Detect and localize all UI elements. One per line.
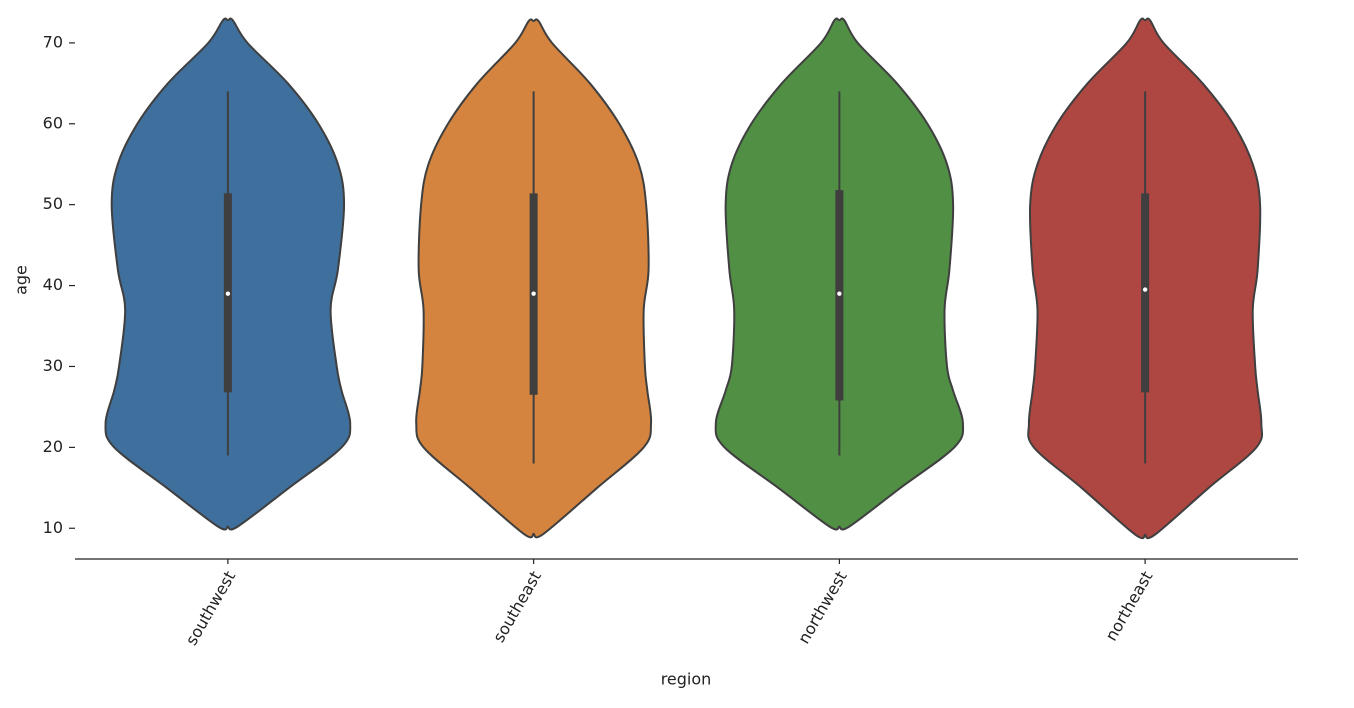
y-tick-label: 10 <box>43 518 63 537</box>
x-tick-label: northwest <box>794 568 851 647</box>
y-tick-label: 60 <box>43 113 63 132</box>
y-tick-label: 40 <box>43 275 63 294</box>
x-axis-label: region <box>661 670 712 689</box>
x-tick-label: southeast <box>489 568 545 646</box>
median <box>1142 287 1148 292</box>
median <box>531 291 536 296</box>
median <box>225 291 231 296</box>
y-tick-label: 30 <box>43 356 63 375</box>
y-axis-label: age <box>12 265 31 295</box>
y-tick-label: 70 <box>43 32 63 51</box>
y-tick-label: 50 <box>43 194 63 213</box>
x-tick-label: northeast <box>1101 568 1156 644</box>
median <box>837 291 842 296</box>
box <box>1141 193 1150 393</box>
y-tick-label: 20 <box>43 437 63 456</box>
x-tick-label: southwest <box>182 568 240 649</box>
